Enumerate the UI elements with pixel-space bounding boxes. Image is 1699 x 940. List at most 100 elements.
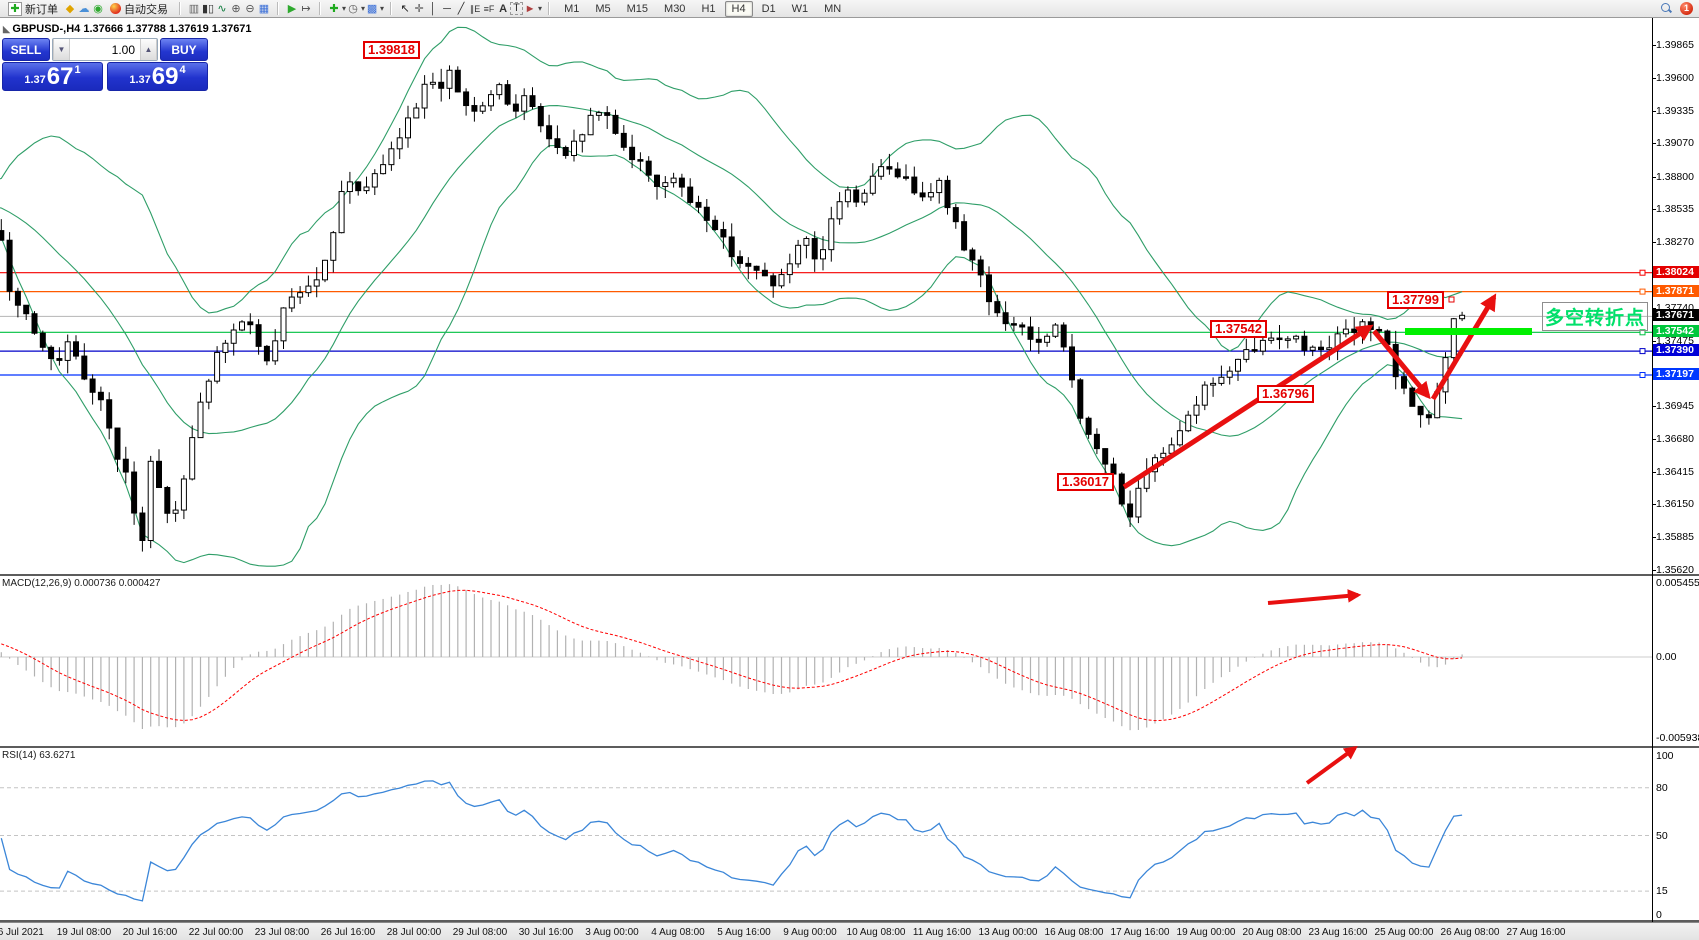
price-tag-label[interactable]: 1.36796 <box>1257 385 1314 403</box>
candle-body <box>1318 346 1324 351</box>
timeframe-d1[interactable]: D1 <box>761 2 776 15</box>
channel-icon[interactable]: ∥E <box>469 3 481 14</box>
line-handle[interactable] <box>1639 269 1646 276</box>
cursor-icon[interactable]: ↖ <box>400 2 410 15</box>
turning-point-annotation[interactable]: 多空转折点 <box>1542 302 1649 331</box>
period-clock-icon[interactable]: ◷ <box>348 2 358 15</box>
time-axis-label: 23 Aug 16:00 <box>1308 927 1368 938</box>
candle-body <box>579 134 586 142</box>
template-icon[interactable]: ▩ <box>366 2 378 15</box>
timeframe-h1[interactable]: H1 <box>701 2 716 15</box>
macd-arrow[interactable] <box>1267 589 1362 605</box>
trend-arrow[interactable] <box>1122 324 1374 490</box>
candle-body <box>147 460 154 542</box>
timeframe-w1[interactable]: W1 <box>791 2 809 15</box>
time-axis[interactable]: 16 Jul 2021 19 Jul 08:00 20 Jul 16:00 22 Ju… <box>0 922 1699 940</box>
auto-scroll-icon[interactable]: ▶ <box>287 2 297 15</box>
price-tag-label[interactable]: 1.39818 <box>363 41 420 59</box>
time-axis-label: 19 Jul 08:00 <box>56 927 112 938</box>
candle-body <box>496 84 503 96</box>
buy-price-panel[interactable]: 1.37 69 4 <box>107 62 208 91</box>
candle-body <box>595 112 602 116</box>
rsi-arrow[interactable] <box>1305 745 1358 785</box>
new-order-icon: ✚ <box>8 1 22 16</box>
trend-arrow[interactable] <box>1430 293 1497 401</box>
vertical-line-icon[interactable]: │ <box>429 2 437 15</box>
trendline-icon[interactable]: ╱ <box>457 2 465 15</box>
candle-body <box>1301 335 1308 351</box>
tile-windows-icon[interactable]: ▦ <box>258 2 270 15</box>
notification-badge[interactable]: 1 <box>1680 2 1693 15</box>
fibonacci-icon[interactable]: ≡F <box>483 3 495 14</box>
price-tag-label[interactable]: 1.37799 <box>1387 291 1444 309</box>
time-axis-label: 26 Jul 16:00 <box>320 927 376 938</box>
candle-body <box>529 95 536 108</box>
template-dropdown-caret[interactable]: ▾ <box>380 4 385 13</box>
chart-shift-icon[interactable]: ↦ <box>301 2 311 15</box>
candlestick-chart-icon[interactable]: ▮▯ <box>201 2 215 15</box>
line-handle[interactable] <box>1639 348 1646 355</box>
candle-body <box>828 218 835 251</box>
panel-separator[interactable] <box>0 920 1699 922</box>
candle-body <box>73 341 79 357</box>
volume-value[interactable]: 1.00 <box>111 42 135 57</box>
line-handle[interactable] <box>1639 372 1646 378</box>
timeframe-h4[interactable]: H4 <box>724 0 753 17</box>
line-chart-icon[interactable]: ∿ <box>217 2 227 15</box>
indicators-dropdown-caret[interactable]: ▾ <box>342 4 347 13</box>
line-handle[interactable] <box>1639 288 1646 295</box>
cloud-icon[interactable]: ☁ <box>78 2 90 15</box>
time-axis-label: 27 Aug 16:00 <box>1506 927 1566 938</box>
timeframe-mn[interactable]: MN <box>824 2 842 15</box>
price-tag-label[interactable]: 1.37542 <box>1210 320 1267 338</box>
candle-body <box>728 236 735 258</box>
zoom-out-icon[interactable]: ⊖ <box>245 2 255 15</box>
timeframe-m30[interactable]: M30 <box>664 2 686 15</box>
arrows-tool-icon[interactable]: ► <box>524 2 536 15</box>
eraser-icon[interactable]: ◆ <box>65 2 75 15</box>
candle-body <box>1268 337 1275 341</box>
period-dropdown-caret[interactable]: ▾ <box>361 4 366 13</box>
horizontal-line-icon[interactable]: ─ <box>443 2 451 15</box>
sell-button[interactable]: SELL <box>2 38 50 61</box>
search-icon[interactable] <box>1661 3 1672 14</box>
candle-body <box>255 324 262 347</box>
text-label-tool-icon[interactable]: T <box>510 2 524 15</box>
price-tick-mark <box>1652 111 1656 112</box>
price-tick-label: 1.38535 <box>1656 203 1694 215</box>
new-order-button[interactable]: ✚ 新订单 <box>3 0 63 17</box>
turning-point-highlight-bar[interactable] <box>1405 328 1532 335</box>
price-tag-label[interactable]: 1.36017 <box>1057 473 1114 491</box>
timeframe-m5[interactable]: M5 <box>595 2 611 15</box>
arrows-dropdown-caret[interactable]: ▾ <box>538 4 543 13</box>
candle-body <box>388 148 395 166</box>
panel-separator[interactable] <box>0 746 1699 748</box>
ohlc-text: 1.37666 1.37788 1.37619 1.37671 <box>83 23 252 35</box>
time-axis-label: 9 Aug 00:00 <box>783 927 837 938</box>
trend-arrow[interactable] <box>1372 329 1431 400</box>
crosshair-icon[interactable]: ✛ <box>414 2 424 15</box>
autotrade-label: 自动交易 <box>124 3 168 16</box>
line-handle[interactable] <box>1639 329 1646 336</box>
panel-separator[interactable] <box>0 574 1699 576</box>
text-tool-icon[interactable]: A <box>499 2 508 15</box>
candle-body <box>197 401 204 439</box>
autotrade-icon <box>110 3 121 14</box>
candle-body <box>446 69 453 89</box>
zoom-in-icon[interactable]: ⊕ <box>231 2 241 15</box>
signal-icon[interactable]: ◉ <box>93 2 103 15</box>
indicators-icon[interactable]: ✚ <box>329 2 339 15</box>
volume-down-button[interactable]: ▼ <box>53 39 70 60</box>
timeframe-m1[interactable]: M1 <box>564 2 580 15</box>
rsi-label: RSI(14) 63.6271 <box>2 750 76 761</box>
bar-chart-icon[interactable]: ▥ <box>188 2 200 15</box>
buy-button[interactable]: BUY <box>160 38 208 61</box>
sell-price-panel[interactable]: 1.37 67 1 <box>2 62 103 91</box>
autotrade-button[interactable]: 自动交易 <box>105 0 173 17</box>
volume-up-button[interactable]: ▲ <box>140 39 157 60</box>
timeframe-m15[interactable]: M15 <box>626 2 649 15</box>
price-line-label: 1.38024 <box>1653 266 1699 278</box>
candle-body <box>164 486 171 514</box>
candle-body <box>1093 433 1100 450</box>
